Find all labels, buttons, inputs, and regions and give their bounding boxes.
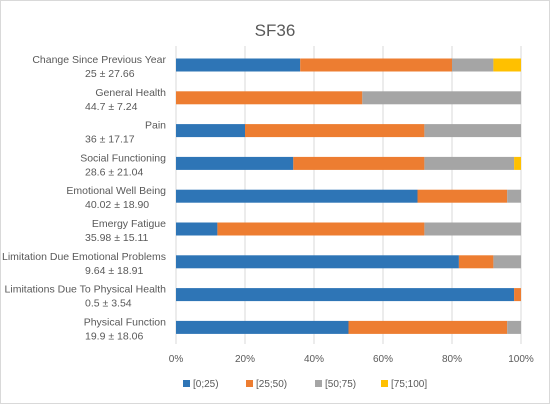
category-label: Social Functioning bbox=[80, 152, 166, 164]
category-stat: 35.98 ± 15.11 bbox=[85, 232, 149, 244]
bar-segment bbox=[514, 156, 521, 170]
bar-segment bbox=[176, 124, 245, 138]
bar-segment bbox=[507, 320, 521, 334]
category-stat: 19.9 ± 18.06 bbox=[85, 330, 143, 342]
legend-swatch bbox=[246, 380, 253, 387]
x-tick-label: 100% bbox=[508, 354, 534, 365]
category-stat: 40.02 ± 18.90 bbox=[85, 199, 149, 211]
category-label: Limitations Due To Physical Health bbox=[5, 284, 167, 296]
category-stat: 36 ± 17.17 bbox=[85, 134, 135, 146]
category-label: Change Since Previous Year bbox=[32, 54, 166, 66]
bar-segment bbox=[424, 156, 515, 170]
category-stat: 44.7 ± 7.24 bbox=[85, 101, 138, 113]
category-stat: 28.6 ± 21.04 bbox=[85, 166, 143, 178]
x-axis-ticks: 0% 20% 40% 60% 80% 100% bbox=[169, 354, 534, 365]
chart-title: SF36 bbox=[255, 21, 296, 40]
bar-segment bbox=[458, 255, 494, 269]
bar-segment bbox=[293, 156, 425, 170]
bar-segment bbox=[514, 288, 521, 302]
bar-segment bbox=[452, 58, 494, 72]
category-label: Limitation Due Emotional Problems bbox=[2, 251, 166, 263]
category-stat: 9.64 ± 18.91 bbox=[85, 265, 143, 277]
category-label: Pain bbox=[145, 120, 166, 132]
legend-swatch bbox=[315, 380, 322, 387]
legend-label: [75;100] bbox=[391, 379, 427, 390]
bar-segment bbox=[217, 222, 425, 236]
bar-segment bbox=[493, 255, 521, 269]
category-label: General Health bbox=[95, 87, 166, 99]
category-label: Emotional Well Being bbox=[66, 185, 166, 197]
bar-segment bbox=[176, 91, 363, 105]
category-label: Physical Function bbox=[84, 316, 166, 328]
legend-label: [25;50) bbox=[256, 379, 287, 390]
bar-segment bbox=[424, 222, 521, 236]
bar-segment bbox=[176, 156, 294, 170]
bar-segment bbox=[417, 189, 508, 203]
x-tick-label: 20% bbox=[235, 354, 255, 365]
bar-segment bbox=[176, 255, 459, 269]
x-tick-label: 80% bbox=[442, 354, 462, 365]
bar-segment bbox=[245, 124, 425, 138]
bar-segment bbox=[507, 189, 521, 203]
bar-segment bbox=[493, 58, 521, 72]
legend-label: [0;25) bbox=[193, 379, 219, 390]
x-tick-label: 0% bbox=[169, 354, 184, 365]
legend-label: [50;75) bbox=[325, 379, 356, 390]
bar-segment bbox=[362, 91, 521, 105]
category-label: Emergy Fatigue bbox=[92, 218, 166, 230]
legend-swatch bbox=[381, 380, 388, 387]
x-tick-label: 40% bbox=[304, 354, 324, 365]
bar-segment bbox=[176, 320, 349, 334]
category-labels: Change Since Previous Year 25 ± 27.66 Gene… bbox=[2, 54, 166, 342]
bar-segment bbox=[176, 288, 515, 302]
bars-area bbox=[176, 58, 521, 334]
category-stat: 0.5 ± 3.54 bbox=[85, 298, 132, 310]
legend-swatch bbox=[183, 380, 190, 387]
bar-segment bbox=[176, 222, 218, 236]
category-stat: 25 ± 27.66 bbox=[85, 68, 135, 80]
x-tick-label: 60% bbox=[373, 354, 393, 365]
legend: [0;25) [25;50) [50;75) [75;100] bbox=[183, 379, 427, 390]
bar-segment bbox=[176, 189, 418, 203]
bar-segment bbox=[424, 124, 521, 138]
bar-segment bbox=[348, 320, 508, 334]
bar-segment bbox=[176, 58, 301, 72]
bar-segment bbox=[300, 58, 452, 72]
